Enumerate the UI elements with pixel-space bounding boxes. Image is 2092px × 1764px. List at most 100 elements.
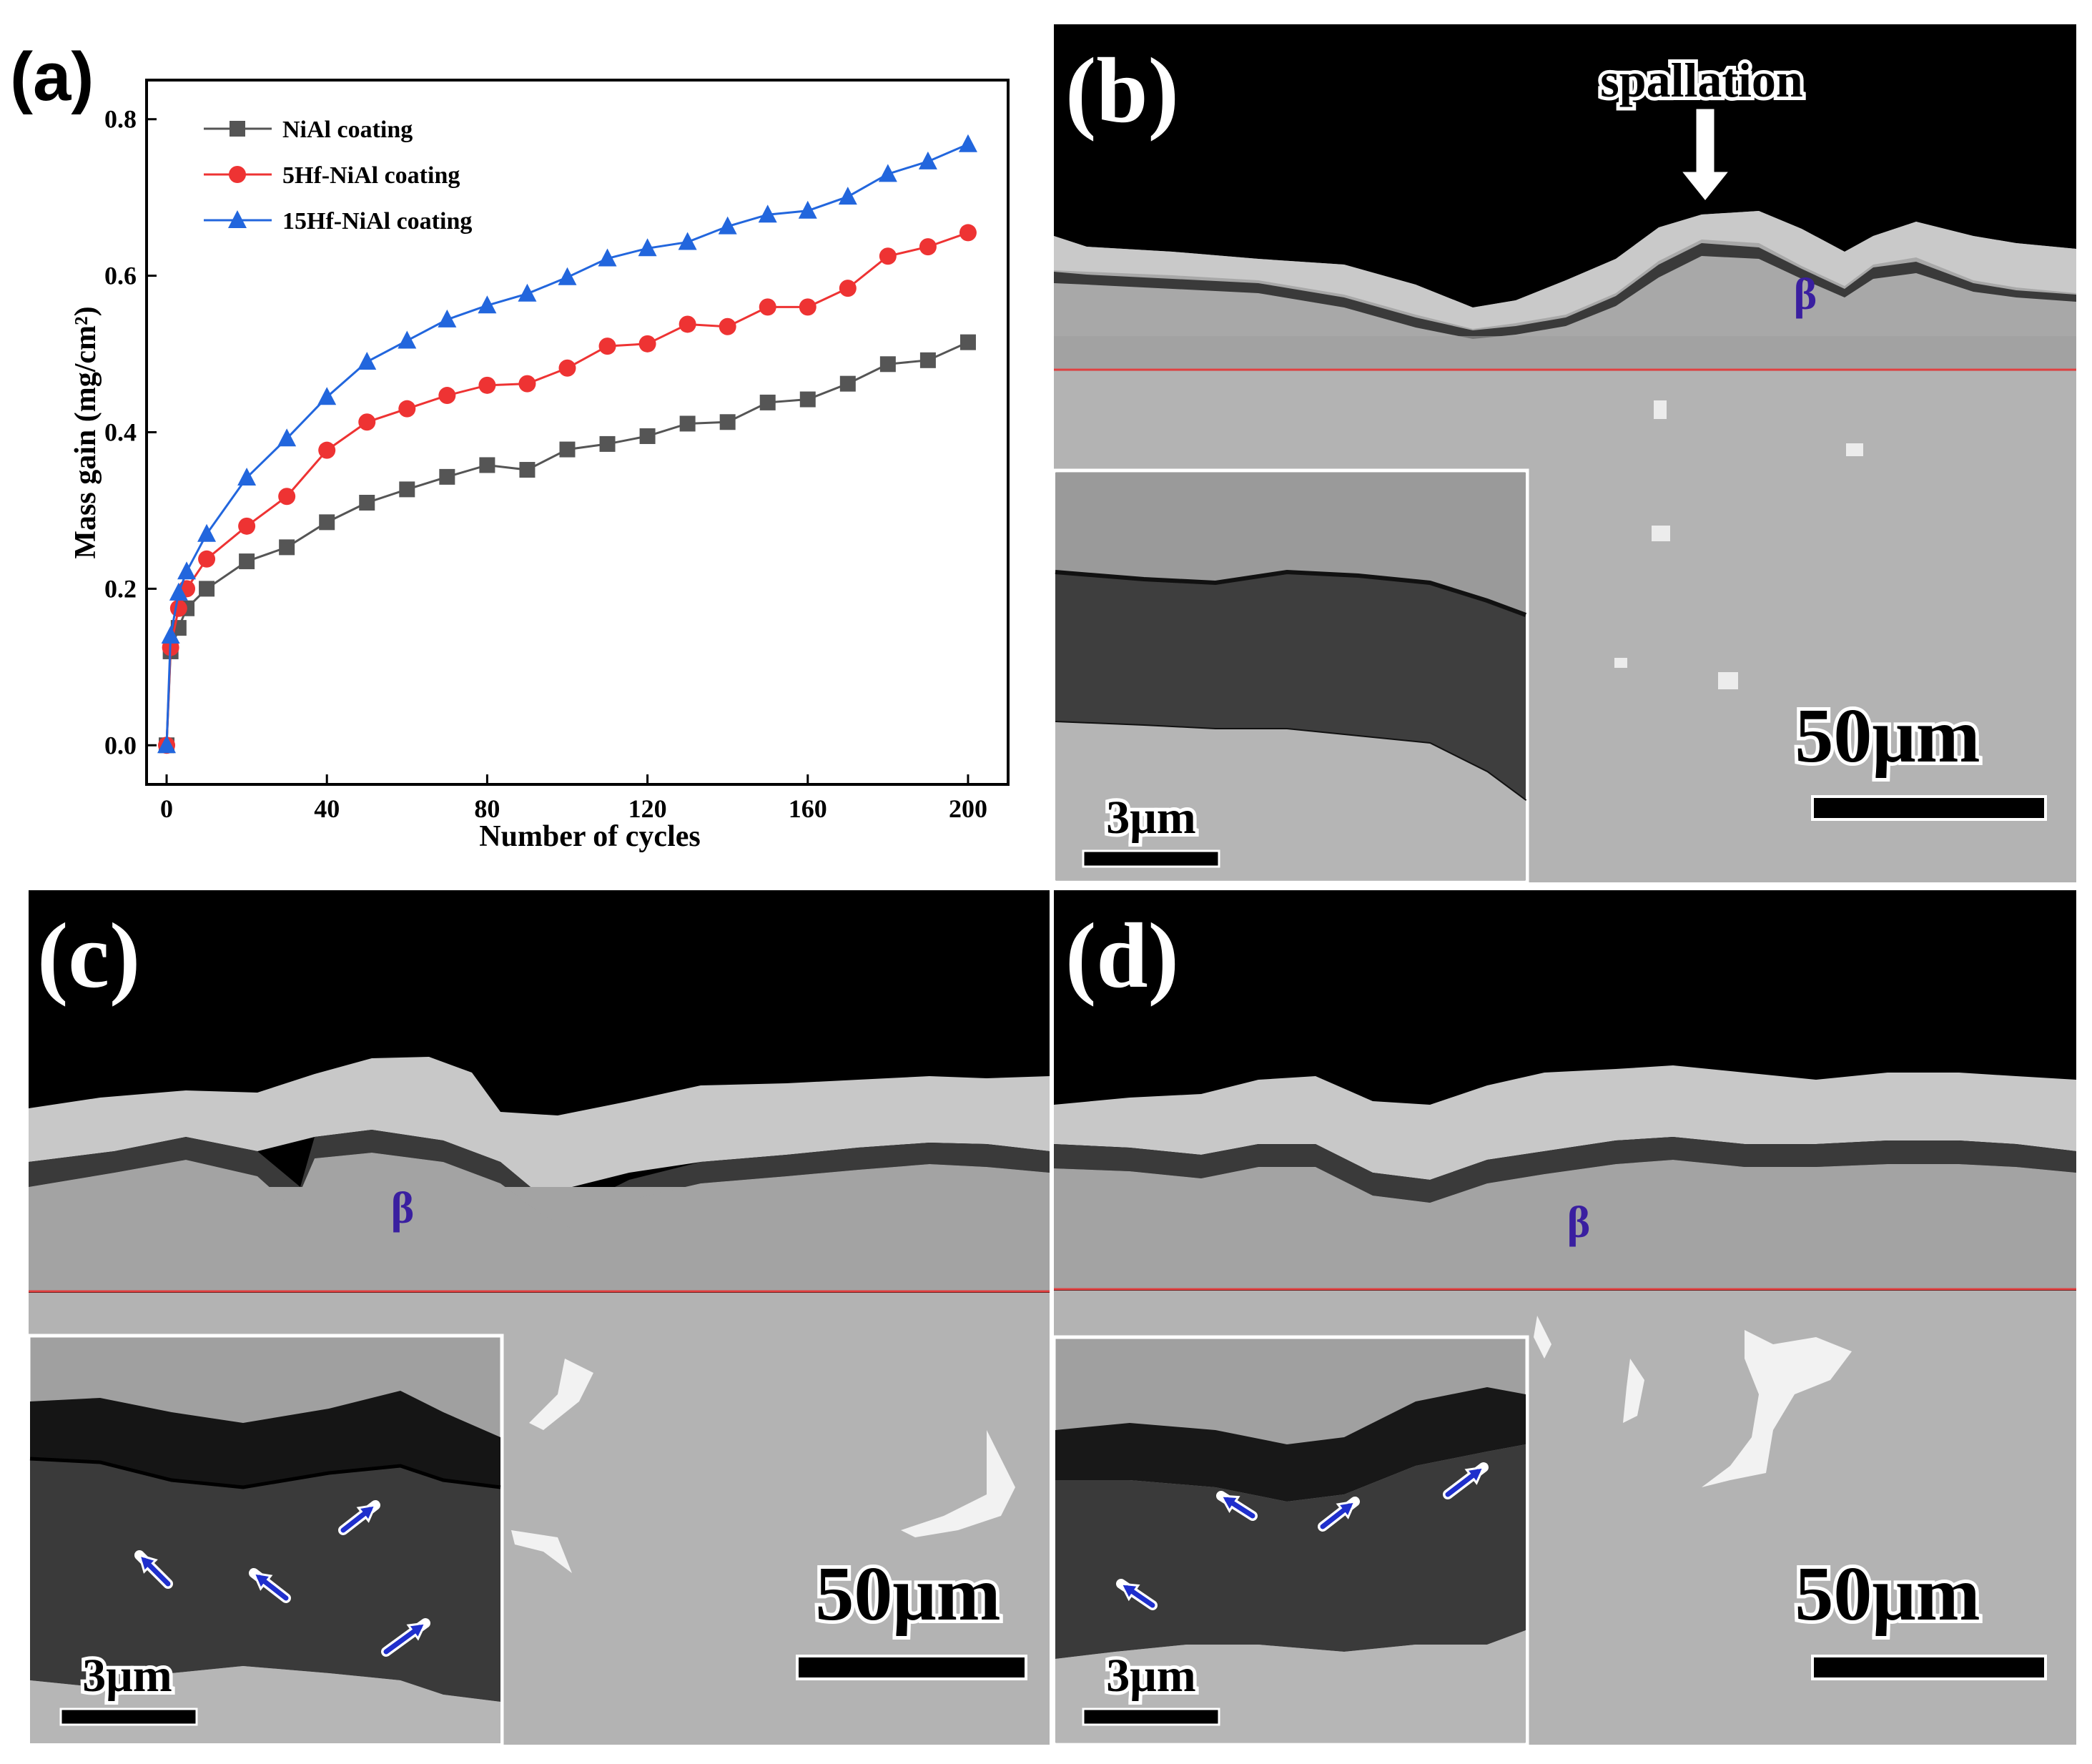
y-tick-label: 0.8 bbox=[104, 105, 137, 134]
panel-d-tgo-layer bbox=[1054, 1137, 2076, 1203]
data-point bbox=[478, 376, 496, 394]
data-point bbox=[357, 352, 377, 370]
panel-c-scale-main-bar bbox=[796, 1655, 1027, 1680]
precipitate-network bbox=[1702, 1330, 1852, 1487]
panel-c-scale-inset-bar bbox=[59, 1708, 198, 1726]
panel-c-inset-tgo-dark bbox=[30, 1391, 500, 1487]
data-point bbox=[358, 413, 376, 431]
data-point bbox=[157, 735, 177, 754]
series-3 bbox=[157, 134, 977, 754]
spallation-label: spallation bbox=[1600, 53, 1802, 107]
panel-c-label: (c) bbox=[37, 905, 140, 1007]
data-point bbox=[679, 415, 696, 432]
arrow-shaft bbox=[1224, 1497, 1255, 1519]
data-point bbox=[599, 435, 616, 452]
panel-b-inset-crack bbox=[1055, 569, 1527, 617]
data-point bbox=[799, 391, 816, 408]
precipitate-network bbox=[1534, 1316, 1551, 1359]
data-point bbox=[399, 481, 415, 498]
data-point bbox=[177, 561, 197, 580]
data-point bbox=[438, 387, 456, 405]
data-point bbox=[678, 232, 697, 250]
data-point bbox=[198, 550, 216, 568]
data-point bbox=[879, 356, 896, 373]
legend-marker bbox=[230, 121, 245, 137]
data-point bbox=[839, 280, 857, 297]
precipitate bbox=[1718, 672, 1738, 689]
data-point bbox=[559, 441, 576, 458]
panel-c-beta-fill bbox=[29, 1153, 1050, 1291]
precipitate-network bbox=[529, 1359, 593, 1430]
legend: NiAl coating 5Hf-NiAl coating 15Hf-NiAl co… bbox=[204, 117, 472, 235]
data-point bbox=[518, 283, 537, 302]
panel-d-arrows bbox=[1116, 1462, 1489, 1610]
panel-c-inset-crack bbox=[29, 1457, 501, 1489]
panel-d-scale-inset-bar bbox=[1082, 1708, 1220, 1726]
data-point bbox=[237, 467, 257, 486]
panel-d-oxide-scale bbox=[1054, 1065, 2076, 1180]
panel-b-scale-inset-label: 3μm bbox=[1106, 792, 1195, 844]
x-tick-label: 0 bbox=[160, 794, 173, 823]
arrow-shaft bbox=[383, 1625, 423, 1655]
data-point bbox=[598, 337, 616, 355]
y-tick-label: 0.4 bbox=[104, 418, 137, 447]
data-point bbox=[438, 309, 457, 327]
precipitate-network bbox=[901, 1430, 1015, 1537]
legend-label: 15Hf-NiAl coating bbox=[282, 208, 472, 235]
data-point bbox=[598, 248, 617, 267]
data-point bbox=[878, 164, 897, 182]
panel-a-label: (a) bbox=[10, 39, 94, 115]
chart-ticks: 0 40 80 120 160 200 0.0 0.2 0.4 0.6 0.8 bbox=[104, 105, 987, 823]
data-point bbox=[199, 581, 215, 597]
panel-d-label: (d) bbox=[1065, 905, 1179, 1007]
data-point bbox=[639, 428, 656, 444]
panel-b-beta-zone bbox=[1054, 336, 2076, 368]
y-tick-label: 0.6 bbox=[104, 262, 137, 290]
panel-b-label: (b) bbox=[1065, 39, 1179, 142]
panel-c-micrograph: (c) β 50μm 3μm bbox=[26, 890, 1050, 1747]
panel-b-inset-lower bbox=[1055, 722, 1526, 880]
data-point bbox=[239, 553, 255, 570]
panel-b-tgo-layer bbox=[1054, 243, 2076, 339]
data-point bbox=[518, 375, 536, 393]
data-point bbox=[638, 335, 656, 353]
data-point bbox=[558, 359, 576, 377]
data-point bbox=[799, 298, 816, 316]
legend-label: 5Hf-NiAl coating bbox=[282, 162, 460, 189]
data-point bbox=[169, 599, 187, 617]
panel-c-scale-main-label: 50μm bbox=[815, 1552, 1000, 1637]
panel-d-inset-tgo-dark bbox=[1055, 1387, 1526, 1502]
series-1 bbox=[159, 334, 976, 754]
panel-c-arrows bbox=[134, 1500, 430, 1657]
spallation-arrow bbox=[1674, 105, 1736, 206]
data-point bbox=[718, 216, 737, 235]
legend-entry: NiAl coating bbox=[204, 117, 413, 143]
data-point bbox=[279, 539, 295, 556]
panel-c-oxide-scale bbox=[29, 1057, 1050, 1198]
arrow-shaft bbox=[1320, 1503, 1352, 1529]
data-point bbox=[759, 394, 776, 410]
panel-d-beta-label: β bbox=[1567, 1198, 1591, 1247]
precipitate-network bbox=[1623, 1359, 1644, 1423]
x-tick-label: 40 bbox=[314, 794, 340, 823]
data-point bbox=[478, 295, 497, 314]
data-point bbox=[919, 352, 936, 368]
precipitate bbox=[1652, 526, 1670, 541]
legend-marker bbox=[229, 166, 246, 183]
x-tick-label: 160 bbox=[789, 794, 827, 823]
panel-d-inset-tgo bbox=[1055, 1444, 1526, 1659]
data-point bbox=[278, 488, 296, 506]
data-point bbox=[439, 468, 455, 485]
data-point bbox=[959, 334, 976, 350]
y-tick-label: 0.2 bbox=[104, 574, 137, 603]
data-point bbox=[318, 441, 336, 459]
data-point bbox=[638, 238, 657, 257]
chart-series bbox=[157, 134, 977, 754]
arrow-shaft bbox=[340, 1507, 372, 1533]
plot-frame bbox=[145, 79, 1010, 786]
panel-d-micrograph: (d) β 50μm 3μm bbox=[1052, 890, 2076, 1747]
y-axis-title: Mass gain (mg/cm²) bbox=[69, 306, 102, 558]
data-point bbox=[197, 523, 217, 542]
data-point bbox=[398, 330, 417, 349]
data-point bbox=[558, 267, 577, 285]
